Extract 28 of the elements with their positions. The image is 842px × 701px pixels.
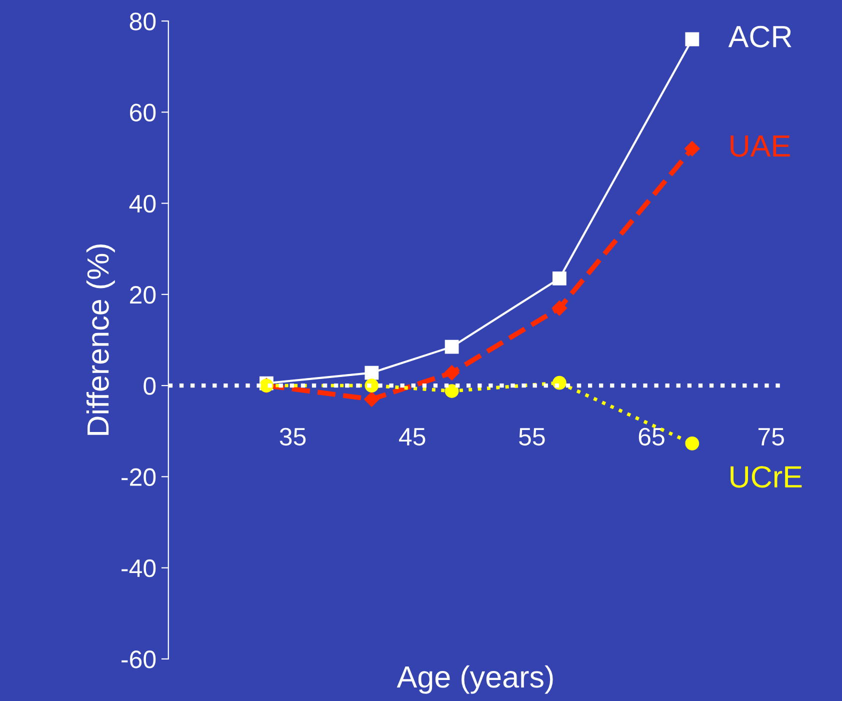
point <box>444 365 460 380</box>
point <box>552 300 568 316</box>
point <box>364 392 380 407</box>
x-axis-title: Age (years) <box>396 665 553 694</box>
y-tick-label: 20 <box>130 286 156 304</box>
series-label: ACR <box>728 26 792 48</box>
point <box>364 366 379 380</box>
x-tick-label: 75 <box>758 428 784 446</box>
y-tick-label: 80 <box>130 12 156 30</box>
y-tick-label: -20 <box>122 468 156 486</box>
x-tick-label: 35 <box>280 428 306 446</box>
point <box>685 32 700 46</box>
y-tick-label: 40 <box>129 194 156 213</box>
x-tick-label: 55 <box>519 428 545 446</box>
y-tick-label: 60 <box>130 104 156 122</box>
y-axis-title: Difference (%) <box>86 244 115 435</box>
point <box>552 272 566 286</box>
point <box>684 141 700 156</box>
point <box>444 384 459 398</box>
point <box>444 340 459 354</box>
series-label: UCrE <box>730 466 802 488</box>
y-tick-label: -40 <box>122 559 156 578</box>
y-tick-label: -60 <box>122 650 156 668</box>
y-tick-label: 0 <box>144 377 156 395</box>
x-tick-label: 65 <box>638 428 664 446</box>
x-tick-label: 45 <box>399 428 426 446</box>
series-label: UAE <box>730 135 790 157</box>
point <box>685 436 700 450</box>
